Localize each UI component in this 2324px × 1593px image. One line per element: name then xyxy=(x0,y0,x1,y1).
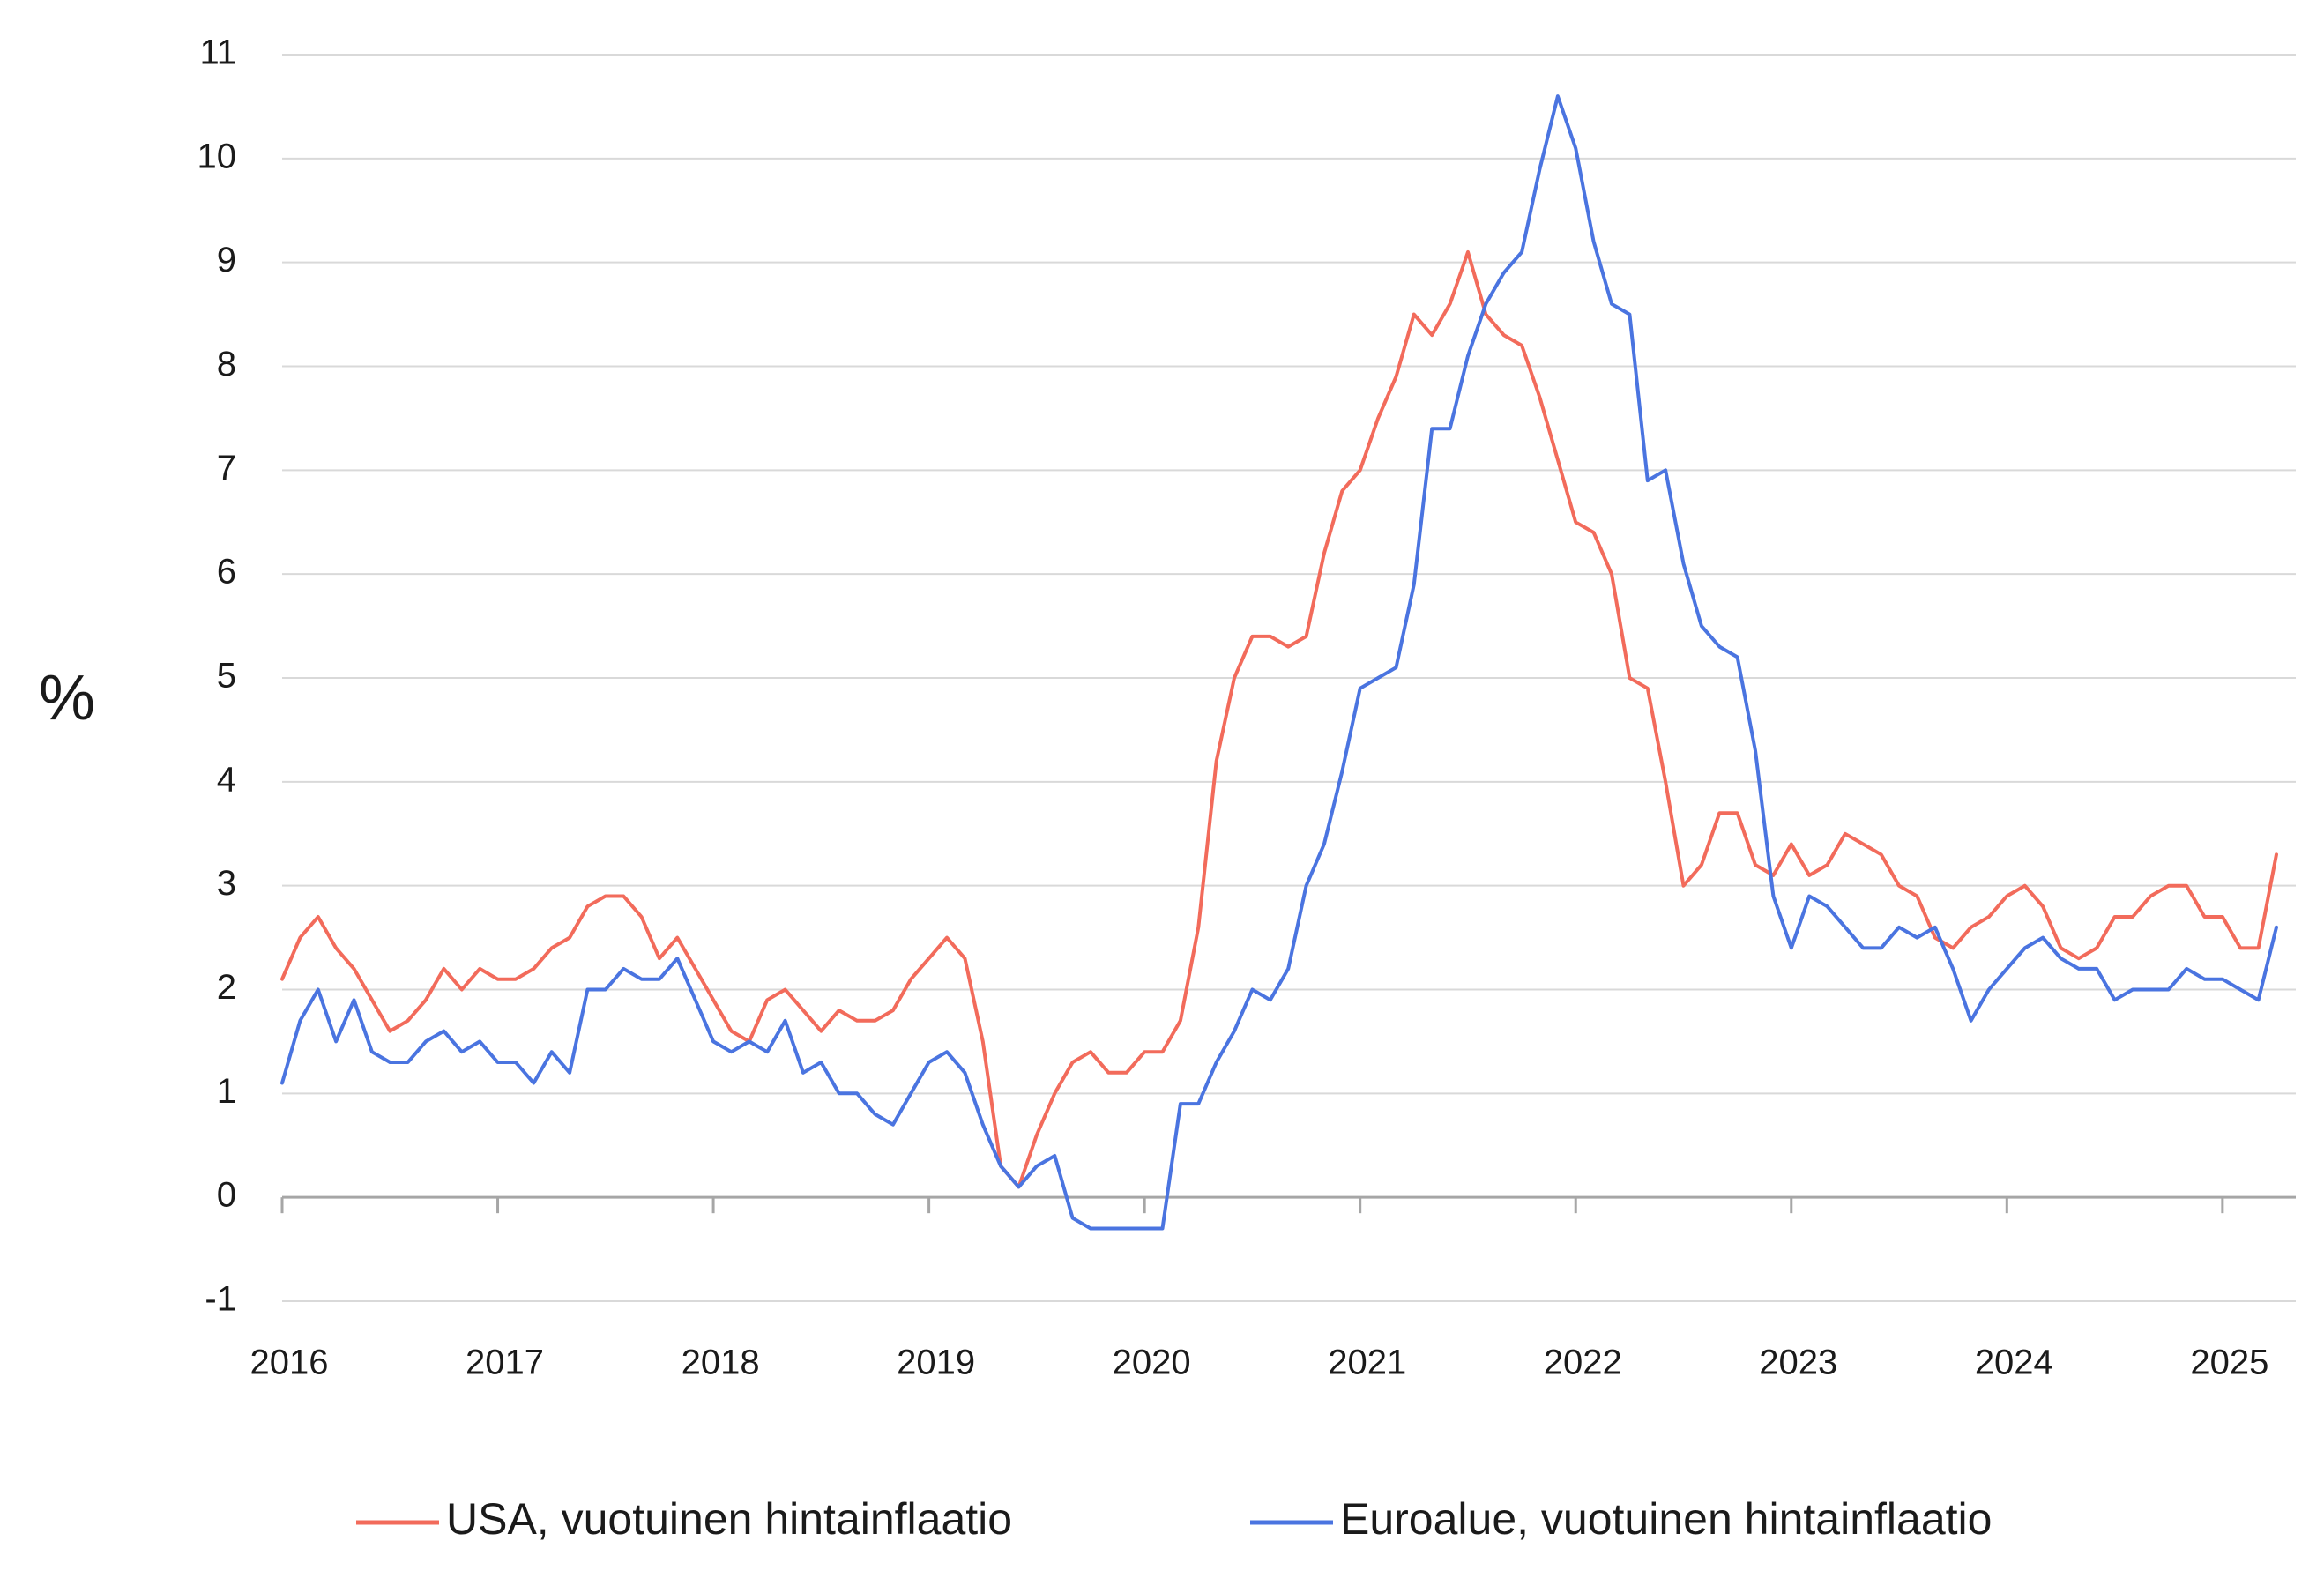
series-line-0 xyxy=(280,249,2278,1189)
y-tick-label: -1 xyxy=(205,1280,236,1319)
y-tick-label: 3 xyxy=(217,864,236,903)
y-tick-label: 9 xyxy=(217,241,236,279)
y-tick-label: 11 xyxy=(199,33,236,72)
x-tick-label: 2021 xyxy=(1328,1344,1406,1382)
x-tick-label: 2018 xyxy=(682,1344,760,1382)
x-tick-label: 2019 xyxy=(897,1344,975,1382)
y-tick-label: 7 xyxy=(217,449,236,488)
x-tick-label: 2022 xyxy=(1544,1344,1622,1382)
series-lines xyxy=(280,94,2278,1231)
x-tick-label: 2016 xyxy=(250,1344,329,1382)
x-tick-label: 2023 xyxy=(1759,1344,1837,1382)
y-tick-label: 2 xyxy=(217,968,236,1007)
y-tick-label: 4 xyxy=(217,760,236,799)
gridlines xyxy=(282,54,2296,1302)
axes: -1 0 1 2 3 4 5 6 7 8 9 10 11 2016 2017 2018 2019 2020 2021… xyxy=(197,33,2296,1382)
y-tick-label: 5 xyxy=(217,657,236,696)
legend-label: USA, vuotuinen hintainflaatio xyxy=(446,1494,1012,1544)
x-tick-label: 2025 xyxy=(2190,1344,2268,1382)
legend: USA, vuotuinen hintainflaatio Euroalue, v… xyxy=(356,1494,1992,1544)
series-line-1 xyxy=(280,94,2278,1231)
y-tick-label: 1 xyxy=(217,1072,236,1111)
x-tick-label: 2017 xyxy=(466,1344,544,1382)
x-tick-label: 2024 xyxy=(1975,1344,2053,1382)
y-tick-label: 6 xyxy=(217,553,236,592)
y-tick-label: 0 xyxy=(217,1176,236,1215)
legend-label: Euroalue, vuotuinen hintainflaatio xyxy=(1340,1494,1992,1544)
x-tick-label: 2020 xyxy=(1113,1344,1191,1382)
y-tick-label: 10 xyxy=(197,137,237,175)
y-axis-label: % xyxy=(39,663,95,733)
y-tick-label: 8 xyxy=(217,345,236,383)
